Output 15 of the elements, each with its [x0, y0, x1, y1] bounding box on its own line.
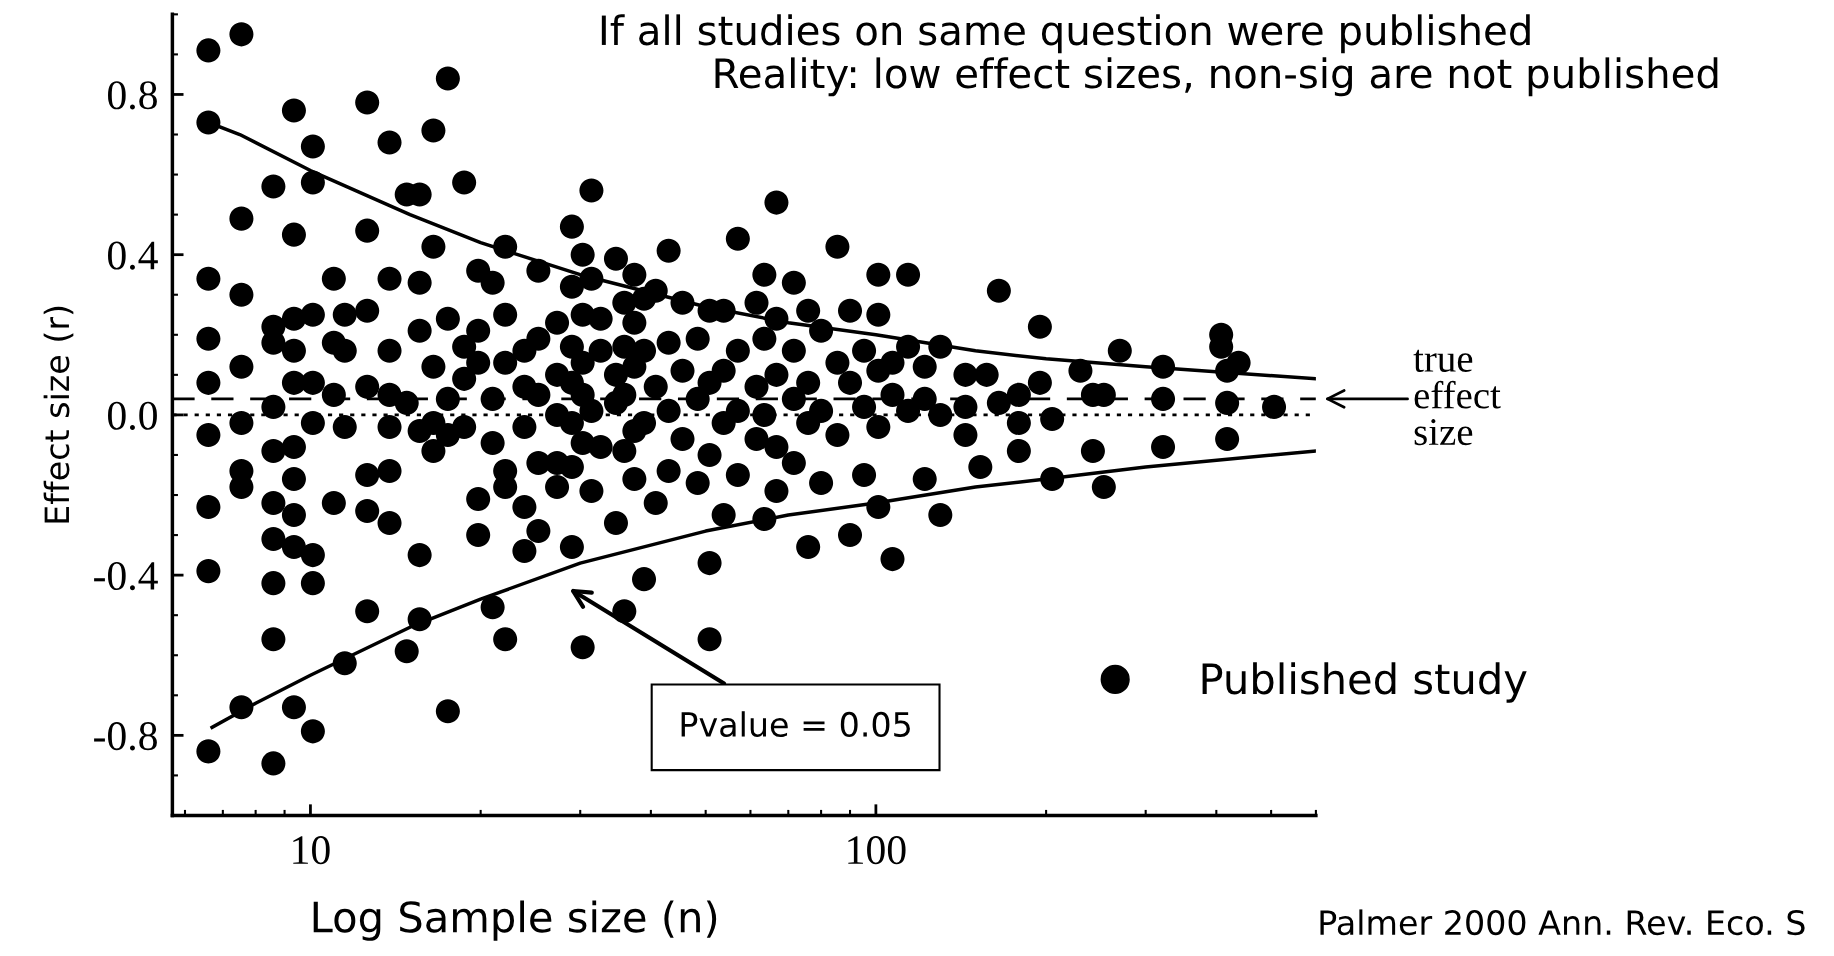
text: Reality: low effect sizes, non-sig are not published — [715, 57, 1718, 97]
legend-label: Published study — [1202, 662, 1527, 703]
x-tick-label: 100 — [848, 836, 906, 865]
annotation: Pvalue = 0.05 — [681, 711, 910, 738]
chart-title: If all studies on same question were published — [601, 14, 1530, 54]
ref-line-label: true effect size — [1413, 349, 1501, 446]
y-tick-label: -0.4 — [94, 561, 158, 591]
y-tick-label: 0.8 — [108, 81, 157, 110]
x-axis-title: Log Sample size (n) — [313, 900, 717, 941]
y-tick-label: 0.4 — [108, 241, 158, 270]
y-tick-label: -0.8 — [94, 722, 157, 751]
y-tick-label: 0.0 — [108, 401, 157, 430]
y-axis-title: Effect size (r) — [43, 306, 74, 523]
x-tick-label: 10 — [293, 836, 330, 865]
text: Palmer 2000 Ann. Rev. Eco. S — [1320, 909, 1805, 936]
